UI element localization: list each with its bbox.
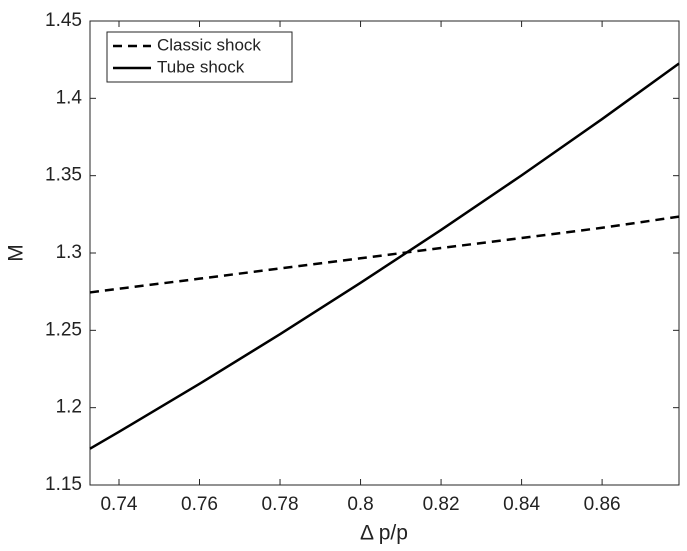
- y-tick-label: 1.4: [56, 87, 83, 108]
- x-tick-label: 0.74: [100, 494, 137, 515]
- x-tick-label: 0.78: [262, 494, 299, 515]
- y-tick-label: 1.15: [45, 474, 82, 495]
- y-tick-label: 1.2: [56, 397, 82, 418]
- line-series: [89, 215, 680, 294]
- x-tick-label: 0.82: [423, 494, 460, 515]
- y-tick-label: 1.35: [45, 165, 82, 186]
- y-tick-label: 1.3: [56, 242, 82, 263]
- x-tick-label: 0.76: [181, 494, 218, 515]
- x-axis-label: Δ p/p: [360, 522, 408, 545]
- legend-label: Classic shock: [157, 35, 261, 54]
- legend-box: [106, 31, 293, 83]
- x-tick-label: 0.84: [503, 494, 540, 515]
- line-series: [89, 62, 680, 450]
- x-tick-label: 0.86: [584, 494, 621, 515]
- y-axis-label: M: [5, 244, 28, 262]
- x-tick-label: 0.8: [347, 494, 373, 515]
- legend-label: Tube shock: [157, 57, 245, 76]
- y-tick-label: 1.45: [45, 10, 82, 31]
- y-tick-label: 1.25: [45, 319, 82, 340]
